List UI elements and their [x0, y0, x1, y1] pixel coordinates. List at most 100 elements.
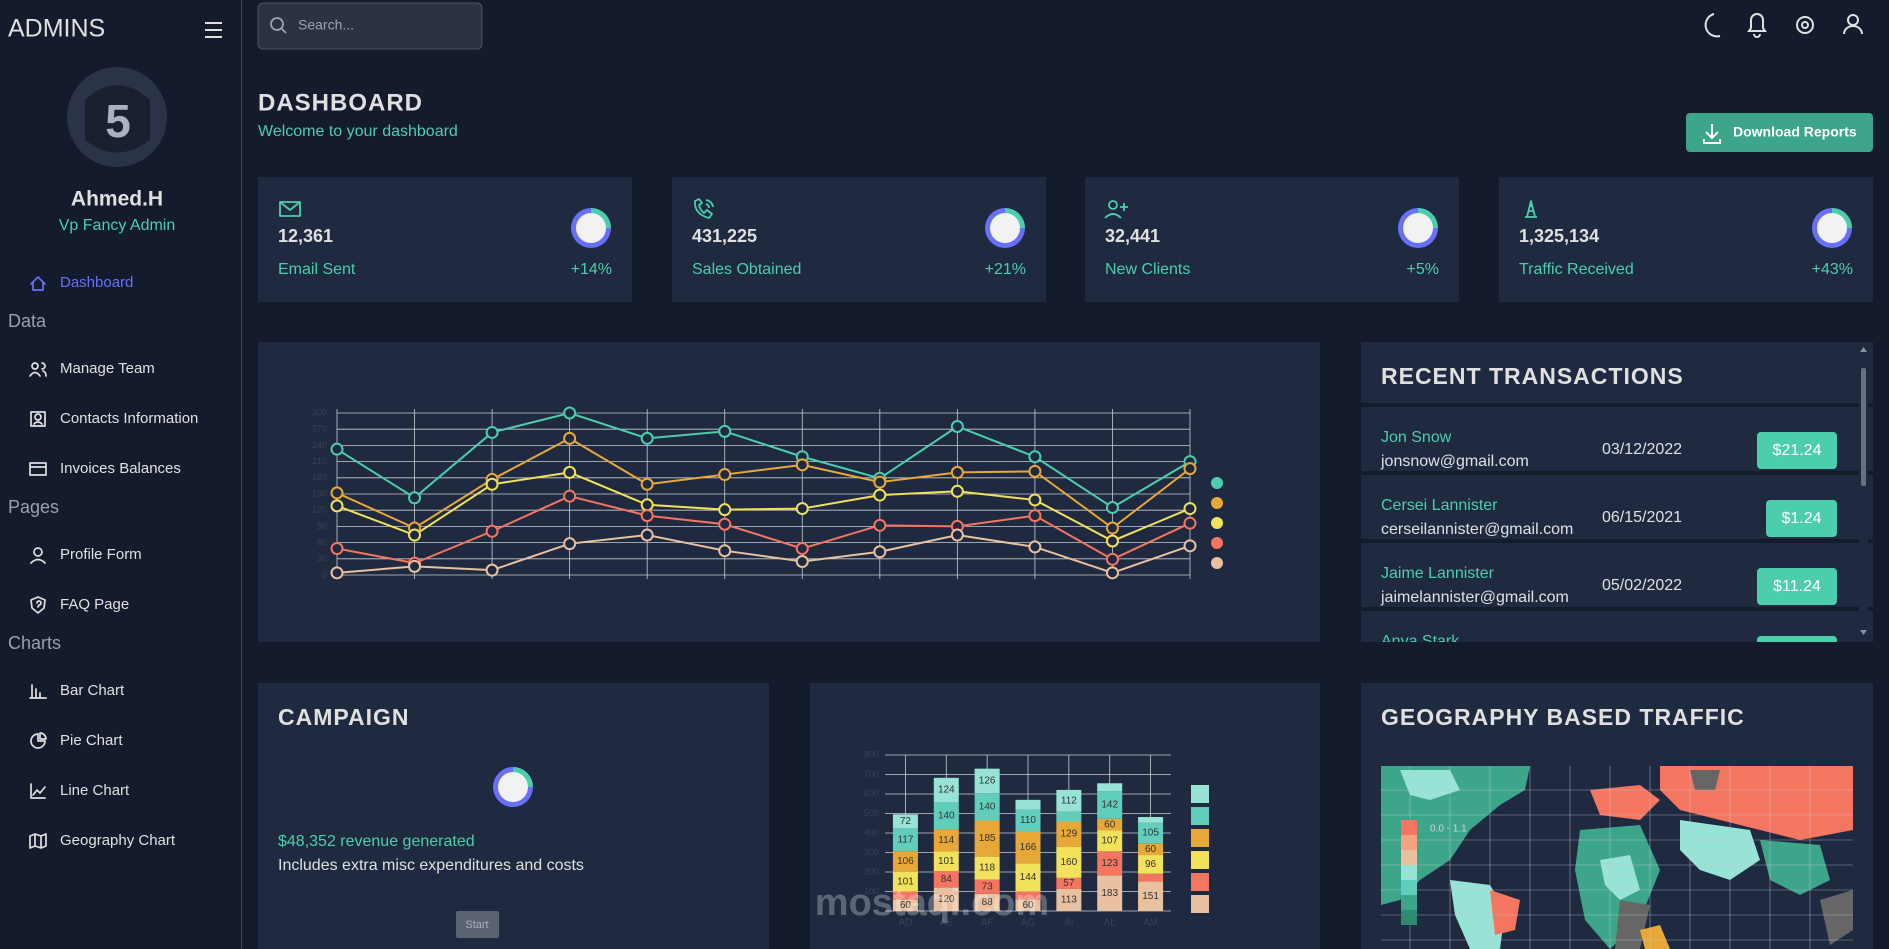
transaction-cost[interactable]: $1.24	[1766, 500, 1837, 537]
download-label: Download Reports	[1733, 124, 1857, 140]
x-tick-label: AG	[1021, 918, 1036, 929]
bar-value-label: 114	[938, 835, 954, 846]
line-chart-card	[258, 342, 1320, 642]
menu-item[interactable]: Line Chart	[30, 782, 130, 799]
line-point	[330, 486, 344, 500]
search-box[interactable]: Search...	[257, 2, 483, 50]
download-button[interactable]: Download Reports	[1686, 113, 1873, 152]
profile[interactable]	[1843, 14, 1863, 35]
bar-segment	[1138, 873, 1164, 882]
line-point	[950, 420, 964, 433]
y-tick-label: 600	[864, 788, 879, 798]
line-point	[408, 491, 422, 505]
menu-item[interactable]: Pie Chart	[30, 732, 123, 749]
menu-icon	[30, 783, 46, 799]
bar-segment	[1097, 791, 1123, 819]
menu-label: Profile Form	[60, 546, 142, 563]
transactions-title: RECENT TRANSACTIONS	[1381, 363, 1684, 389]
line-point	[795, 542, 809, 556]
line-point	[718, 424, 732, 438]
stat-label: New Clients	[1105, 261, 1190, 278]
y-tick-label: 100	[864, 886, 879, 896]
bar-segment	[974, 820, 1000, 857]
bar-segment	[1138, 817, 1164, 823]
bar-segment	[974, 879, 1000, 894]
line-point	[1028, 540, 1042, 554]
menu-toggle[interactable]	[205, 22, 222, 38]
menu-label: Invoices Balances	[60, 460, 181, 477]
bar-value-label: 60	[1145, 844, 1157, 855]
menu-item[interactable]: FAQ Page	[30, 596, 129, 614]
line-point	[1183, 539, 1197, 553]
x-tick-label: AM	[1143, 918, 1158, 929]
search-placeholder: Search...	[298, 17, 354, 33]
theme-toggle[interactable]	[1704, 13, 1721, 38]
bar-segment	[1056, 888, 1082, 911]
bar-value-label: 183	[1101, 888, 1118, 899]
menu-label: Line Chart	[60, 782, 130, 799]
bar-value-label: 140	[979, 802, 996, 813]
scrollbar[interactable]	[1859, 345, 1868, 639]
bar-segment	[1138, 881, 1164, 911]
legend-swatch	[1211, 497, 1223, 509]
legend-swatch	[1191, 873, 1209, 891]
menu-item[interactable]: Manage Team	[29, 360, 155, 377]
menu-icon	[29, 833, 47, 849]
transaction-cost[interactable]	[1757, 636, 1837, 673]
menu-item[interactable]: Profile Form	[30, 546, 142, 564]
menu-icon	[29, 362, 47, 377]
bar-segment	[1015, 891, 1041, 900]
notifications[interactable]	[1747, 13, 1767, 38]
y-tick-label: 500	[864, 808, 879, 818]
avatar[interactable]: 5	[67, 67, 167, 167]
menu-item[interactable]: Bar Chart	[29, 682, 125, 699]
bar-value-label: 185	[979, 833, 996, 844]
y-tick-label: 400	[864, 827, 879, 837]
bar-segment	[892, 851, 918, 872]
bar-segment	[933, 801, 959, 830]
y-tick-label: 150	[312, 488, 327, 498]
bar-segment	[1097, 851, 1123, 876]
legend-swatch	[1211, 517, 1223, 529]
line-point	[408, 559, 422, 573]
stat-value: 1,325,134	[1519, 226, 1599, 246]
cost-badge	[1757, 432, 1837, 469]
line-point	[1105, 521, 1119, 535]
line-point	[485, 524, 499, 538]
menu-item[interactable]: Contacts Information	[30, 410, 198, 427]
transaction-date: 05/02/2022	[1602, 577, 1682, 594]
cost-badge	[1757, 568, 1837, 605]
line-point	[950, 528, 964, 542]
bar-segment	[1097, 830, 1123, 852]
bar-value-label: 129	[1061, 829, 1078, 840]
legend-swatch	[1191, 851, 1209, 869]
settings[interactable]	[1796, 16, 1814, 34]
stat-progress-core	[576, 213, 606, 243]
transaction-cost[interactable]: $21.24	[1757, 432, 1837, 469]
line-series	[336, 534, 1191, 574]
menu-item[interactable]: Dashboard	[30, 274, 133, 291]
bar-segment	[1138, 822, 1164, 844]
transaction-cost[interactable]: $11.24	[1757, 568, 1837, 605]
cost-label: $1.24	[1781, 510, 1821, 527]
bar-segment	[892, 871, 918, 892]
line-series	[336, 411, 1191, 509]
menu-item[interactable]: Invoices Balances	[29, 460, 181, 477]
menu-item[interactable]: Geography Chart	[29, 832, 176, 849]
menu: Dashboard Data Manage Team Contacts Informa…	[8, 274, 198, 849]
bar-segment	[1015, 831, 1041, 864]
transaction-name: Cersei Lannister	[1381, 497, 1498, 514]
x-tick-label: AL	[1104, 918, 1117, 929]
menu-label: Contacts Information	[60, 410, 198, 427]
y-tick-label: 0	[874, 905, 879, 915]
bar-value-label: 113	[1061, 895, 1077, 906]
bar-segment	[933, 829, 959, 852]
start-button[interactable]: Start	[456, 911, 499, 938]
campaign-note: Includes extra misc expenditures and cos…	[278, 857, 584, 874]
legend-swatch	[1211, 477, 1223, 489]
bar-segment	[1056, 877, 1082, 889]
stat-card: 32,441 New Clients +5%	[1085, 177, 1459, 302]
stat-cards: 12,361 Email Sent +14% 431,225 Sales Obtaine…	[258, 177, 1873, 302]
bar-segment	[1056, 789, 1082, 812]
x-tick-label: AD	[898, 918, 912, 929]
